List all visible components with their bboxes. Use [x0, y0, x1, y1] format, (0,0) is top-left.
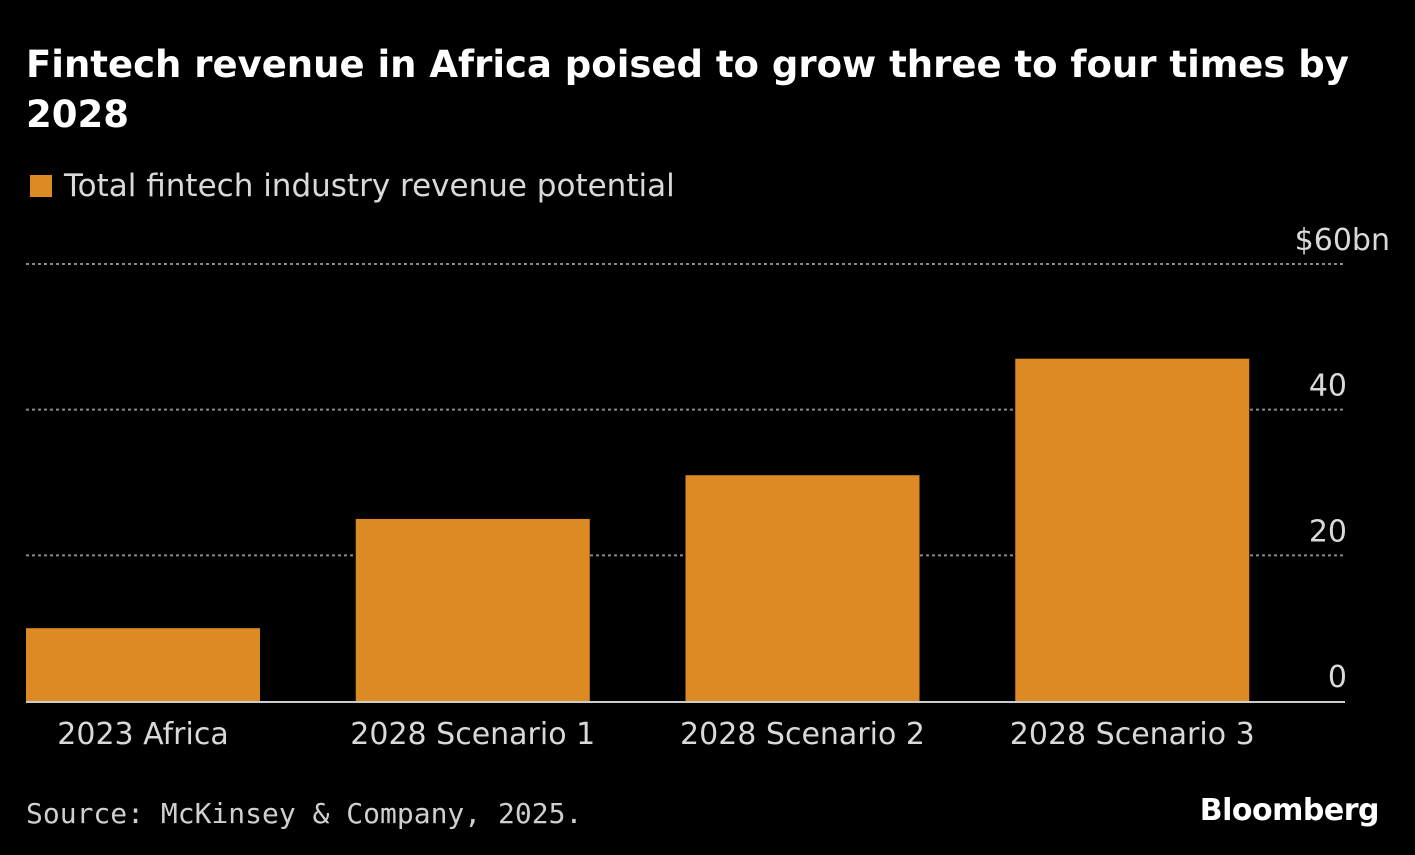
legend: Total fintech industry revenue potential — [30, 168, 675, 204]
chart-title: Fintech revenue in Africa poised to grow… — [26, 43, 1349, 136]
bar — [1015, 358, 1250, 701]
x-tick-label: 2028 Scenario 1 — [350, 717, 595, 752]
bar — [355, 518, 590, 701]
x-tick-label: 2023 Africa — [57, 717, 228, 752]
bar — [26, 628, 260, 701]
bar — [685, 475, 920, 701]
legend-swatch — [30, 175, 52, 197]
x-axis-ticks: 2023 Africa 2028 Scenario 1 2028 Scenario … — [57, 717, 1254, 752]
x-tick-label: 2028 Scenario 3 — [1010, 717, 1255, 752]
x-tick-label: 2028 Scenario 2 — [680, 717, 925, 752]
y-tick-label: 20 — [1309, 514, 1347, 549]
y-axis-ticks: 0 20 40 $60bn — [1295, 223, 1390, 695]
bloomberg-logo: Bloomberg — [1199, 793, 1380, 828]
y-tick-label: 40 — [1309, 369, 1347, 404]
source-note: Source: McKinsey & Company, 2025. — [26, 797, 583, 830]
y-tick-label: $60bn — [1295, 223, 1390, 258]
bars — [26, 358, 1250, 701]
legend-label: Total fintech industry revenue potential — [64, 168, 675, 204]
y-tick-label: 0 — [1328, 660, 1347, 695]
